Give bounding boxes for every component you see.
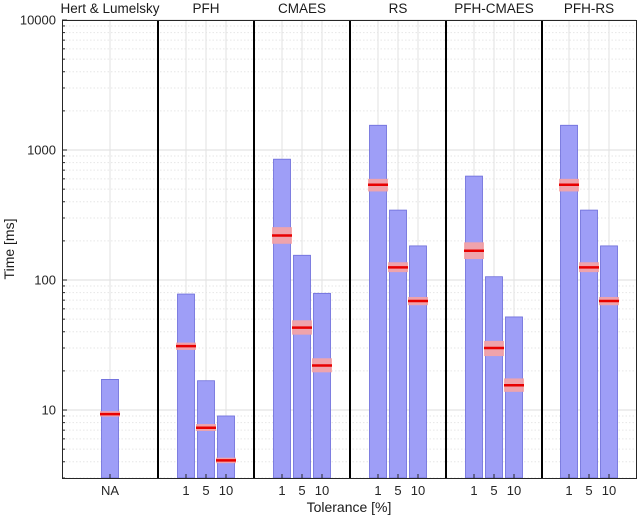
range-bar <box>369 124 387 479</box>
y-tick-label: 100 <box>34 273 56 288</box>
group-title: CMAES <box>278 1 326 16</box>
range-bar <box>177 293 195 479</box>
x-tick-label: 5 <box>202 483 209 498</box>
plot-frame <box>62 20 637 479</box>
x-tick-label: 1 <box>470 483 477 498</box>
range-bar <box>505 316 523 479</box>
range-bar <box>409 245 427 479</box>
x-tick-label: 10 <box>507 483 521 498</box>
group-title: RS <box>389 1 408 16</box>
y-tick-label: 10 <box>42 403 56 418</box>
x-tick-label: 1 <box>565 483 572 498</box>
x-tick-label: 10 <box>602 483 616 498</box>
y-axis-ticks: 10 100 1000 10000 <box>20 13 67 479</box>
x-axis-label: Tolerance [%] <box>307 499 392 515</box>
group-title: PFH-RS <box>564 1 614 16</box>
bars <box>100 124 619 479</box>
range-bar <box>101 379 119 479</box>
x-tick-label: 5 <box>394 483 401 498</box>
y-tick-label: 10000 <box>20 13 56 28</box>
x-tick-label: 1 <box>374 483 381 498</box>
y-axis-label: Time [ms] <box>1 219 17 280</box>
x-tick-label: 5 <box>298 483 305 498</box>
x-tick-label: 10 <box>315 483 329 498</box>
x-tick-label: 10 <box>411 483 425 498</box>
range-bar <box>465 175 483 479</box>
range-bar <box>293 254 311 479</box>
range-bar <box>560 124 578 479</box>
x-tick-label: 1 <box>278 483 285 498</box>
x-tick-label: 1 <box>182 483 189 498</box>
range-bar <box>389 209 407 479</box>
group-title: PFH-CMAES <box>454 1 534 16</box>
x-axis-ticks: NA 1 5 10 1 5 10 1 5 10 1 5 10 1 5 10 <box>101 474 616 498</box>
range-bar <box>273 158 291 479</box>
x-tick-label: 5 <box>585 483 592 498</box>
group-titles: Hert & Lumelsky PFH CMAES RS PFH-CMAES PFH-RS <box>60 1 614 16</box>
group-separators <box>157 20 543 478</box>
y-tick-label: 1000 <box>27 143 56 158</box>
x-tick-label: NA <box>101 483 119 498</box>
x-tick-label: 5 <box>490 483 497 498</box>
group-title: Hert & Lumelsky <box>60 1 159 16</box>
range-bar <box>217 415 235 479</box>
range-bar <box>600 245 618 479</box>
range-bar <box>313 292 331 479</box>
range-bar <box>580 209 598 479</box>
range-bar <box>485 276 503 479</box>
x-tick-label: 10 <box>219 483 233 498</box>
group-title: PFH <box>193 1 220 16</box>
